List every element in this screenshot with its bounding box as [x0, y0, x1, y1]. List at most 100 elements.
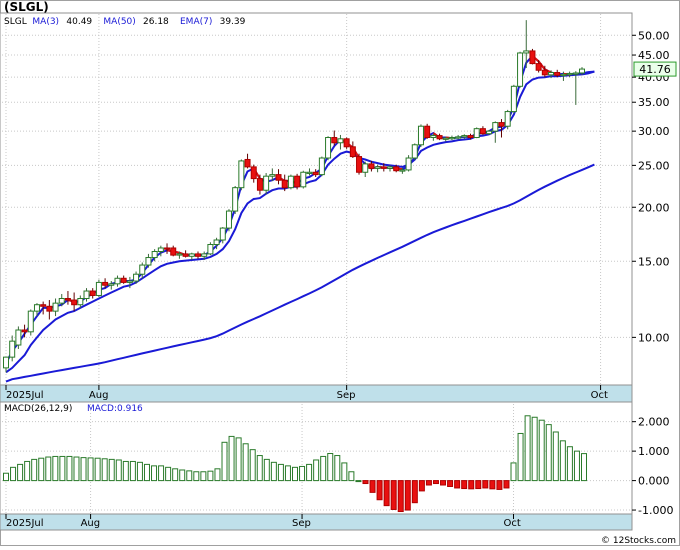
macd-bar-positive: [539, 420, 544, 480]
macd-bar-positive: [109, 459, 114, 480]
candle-down: [47, 306, 52, 311]
macd-bar-positive: [307, 464, 312, 480]
macd-y-tick-label: 2.000: [638, 416, 670, 429]
macd-bar-positive: [60, 456, 65, 480]
macd-bar-positive: [328, 453, 333, 480]
legend-label: EMA(7): [180, 17, 212, 27]
candle-down: [165, 248, 170, 249]
macd-bar-positive: [130, 461, 135, 480]
candle-down: [183, 254, 188, 256]
candle-down: [257, 179, 262, 191]
price-y-tick-label: 45.00: [638, 49, 670, 62]
candle-up: [4, 357, 9, 368]
candle-up: [456, 137, 461, 138]
macd-bar-positive: [187, 471, 192, 481]
macd-bar-positive: [356, 481, 361, 482]
macd-bar-positive: [102, 459, 107, 481]
macd-bar-positive: [314, 460, 319, 481]
candle-up: [214, 240, 219, 245]
candle-down: [530, 51, 535, 64]
candle-up: [443, 138, 448, 139]
footer-credit: © 12Stocks.com: [601, 536, 676, 546]
macd-bar-positive: [553, 432, 558, 481]
macd-bar-positive: [201, 472, 206, 481]
price-y-tick-label: 35.00: [638, 96, 670, 109]
candle-down: [103, 282, 108, 285]
macd-y-tick-label: -1.000: [638, 504, 673, 517]
candle-up: [418, 126, 423, 145]
macd-bar-positive: [257, 456, 262, 481]
macd-bar-positive: [278, 464, 283, 480]
candle-up: [16, 330, 21, 345]
macd-bar-negative: [377, 481, 382, 500]
legend-label: SLGL: [4, 17, 27, 27]
legend-value: 39.39: [220, 17, 246, 27]
candle-up: [177, 254, 182, 255]
candle-up: [319, 158, 324, 175]
candle-down: [437, 136, 442, 139]
candle-up: [307, 172, 312, 173]
candle-down: [295, 176, 300, 187]
candle-down: [22, 330, 27, 332]
price-y-tick-label: 10.00: [638, 331, 670, 344]
price-y-tick-label: 15.00: [638, 255, 670, 268]
macd-bar-positive: [582, 454, 587, 481]
candle-down: [542, 70, 547, 75]
macd-bar-positive: [342, 463, 347, 481]
price-y-tick-label: 50.00: [638, 29, 670, 42]
macd-bar-positive: [11, 467, 16, 480]
macd-bar-positive: [271, 462, 276, 480]
candle-up: [549, 73, 554, 75]
candle-down: [121, 278, 126, 282]
candle-up: [567, 73, 572, 74]
macd-bar-positive: [525, 416, 530, 481]
candle-up: [449, 138, 454, 139]
macd-bar-negative: [391, 481, 396, 510]
macd-bar-positive: [222, 442, 227, 480]
macd-bar-positive: [567, 447, 572, 481]
candle-down: [344, 139, 349, 147]
macd-bar-negative: [384, 481, 389, 506]
macd-bar-positive: [180, 470, 185, 481]
candle-up: [524, 51, 529, 53]
candle-down: [425, 126, 430, 137]
candle-up: [189, 254, 194, 256]
macd-bar-positive: [67, 456, 72, 480]
candle-up: [220, 228, 225, 240]
candle-down: [357, 157, 362, 173]
last-price-value: 41.76: [639, 63, 671, 76]
candle-up: [412, 145, 417, 158]
candle-up: [270, 175, 275, 177]
candle-down: [468, 136, 473, 138]
macd-bar-positive: [300, 466, 305, 480]
candle-up: [84, 291, 89, 298]
candle-down: [72, 300, 77, 305]
macd-bar-negative: [476, 481, 481, 489]
macd-bar-positive: [546, 425, 551, 481]
macd-bar-positive: [137, 462, 142, 480]
macd-bar-negative: [455, 481, 460, 488]
macd-bar-positive: [518, 433, 523, 480]
macd-bar-positive: [4, 473, 9, 480]
macd-bar-positive: [81, 458, 86, 481]
candle-up: [158, 248, 163, 252]
macd-bar-positive: [173, 469, 178, 481]
macd-bar-positive: [152, 466, 157, 481]
candle-up: [493, 123, 498, 132]
macd-title: MACD(26,12,9): [4, 404, 72, 414]
candle-up: [152, 252, 157, 258]
macd-bar-positive: [236, 438, 241, 481]
candle-up: [239, 161, 244, 188]
macd-bar-negative: [490, 481, 495, 489]
candle-up: [400, 170, 405, 171]
ticker-title: (SLGL): [4, 0, 49, 14]
candle-up: [561, 74, 566, 75]
candle-up: [28, 311, 33, 332]
macd-x-tick-label: Oct: [504, 518, 521, 529]
macd-bar-negative: [462, 481, 467, 489]
candle-down: [282, 180, 287, 187]
candle-up: [518, 53, 523, 86]
